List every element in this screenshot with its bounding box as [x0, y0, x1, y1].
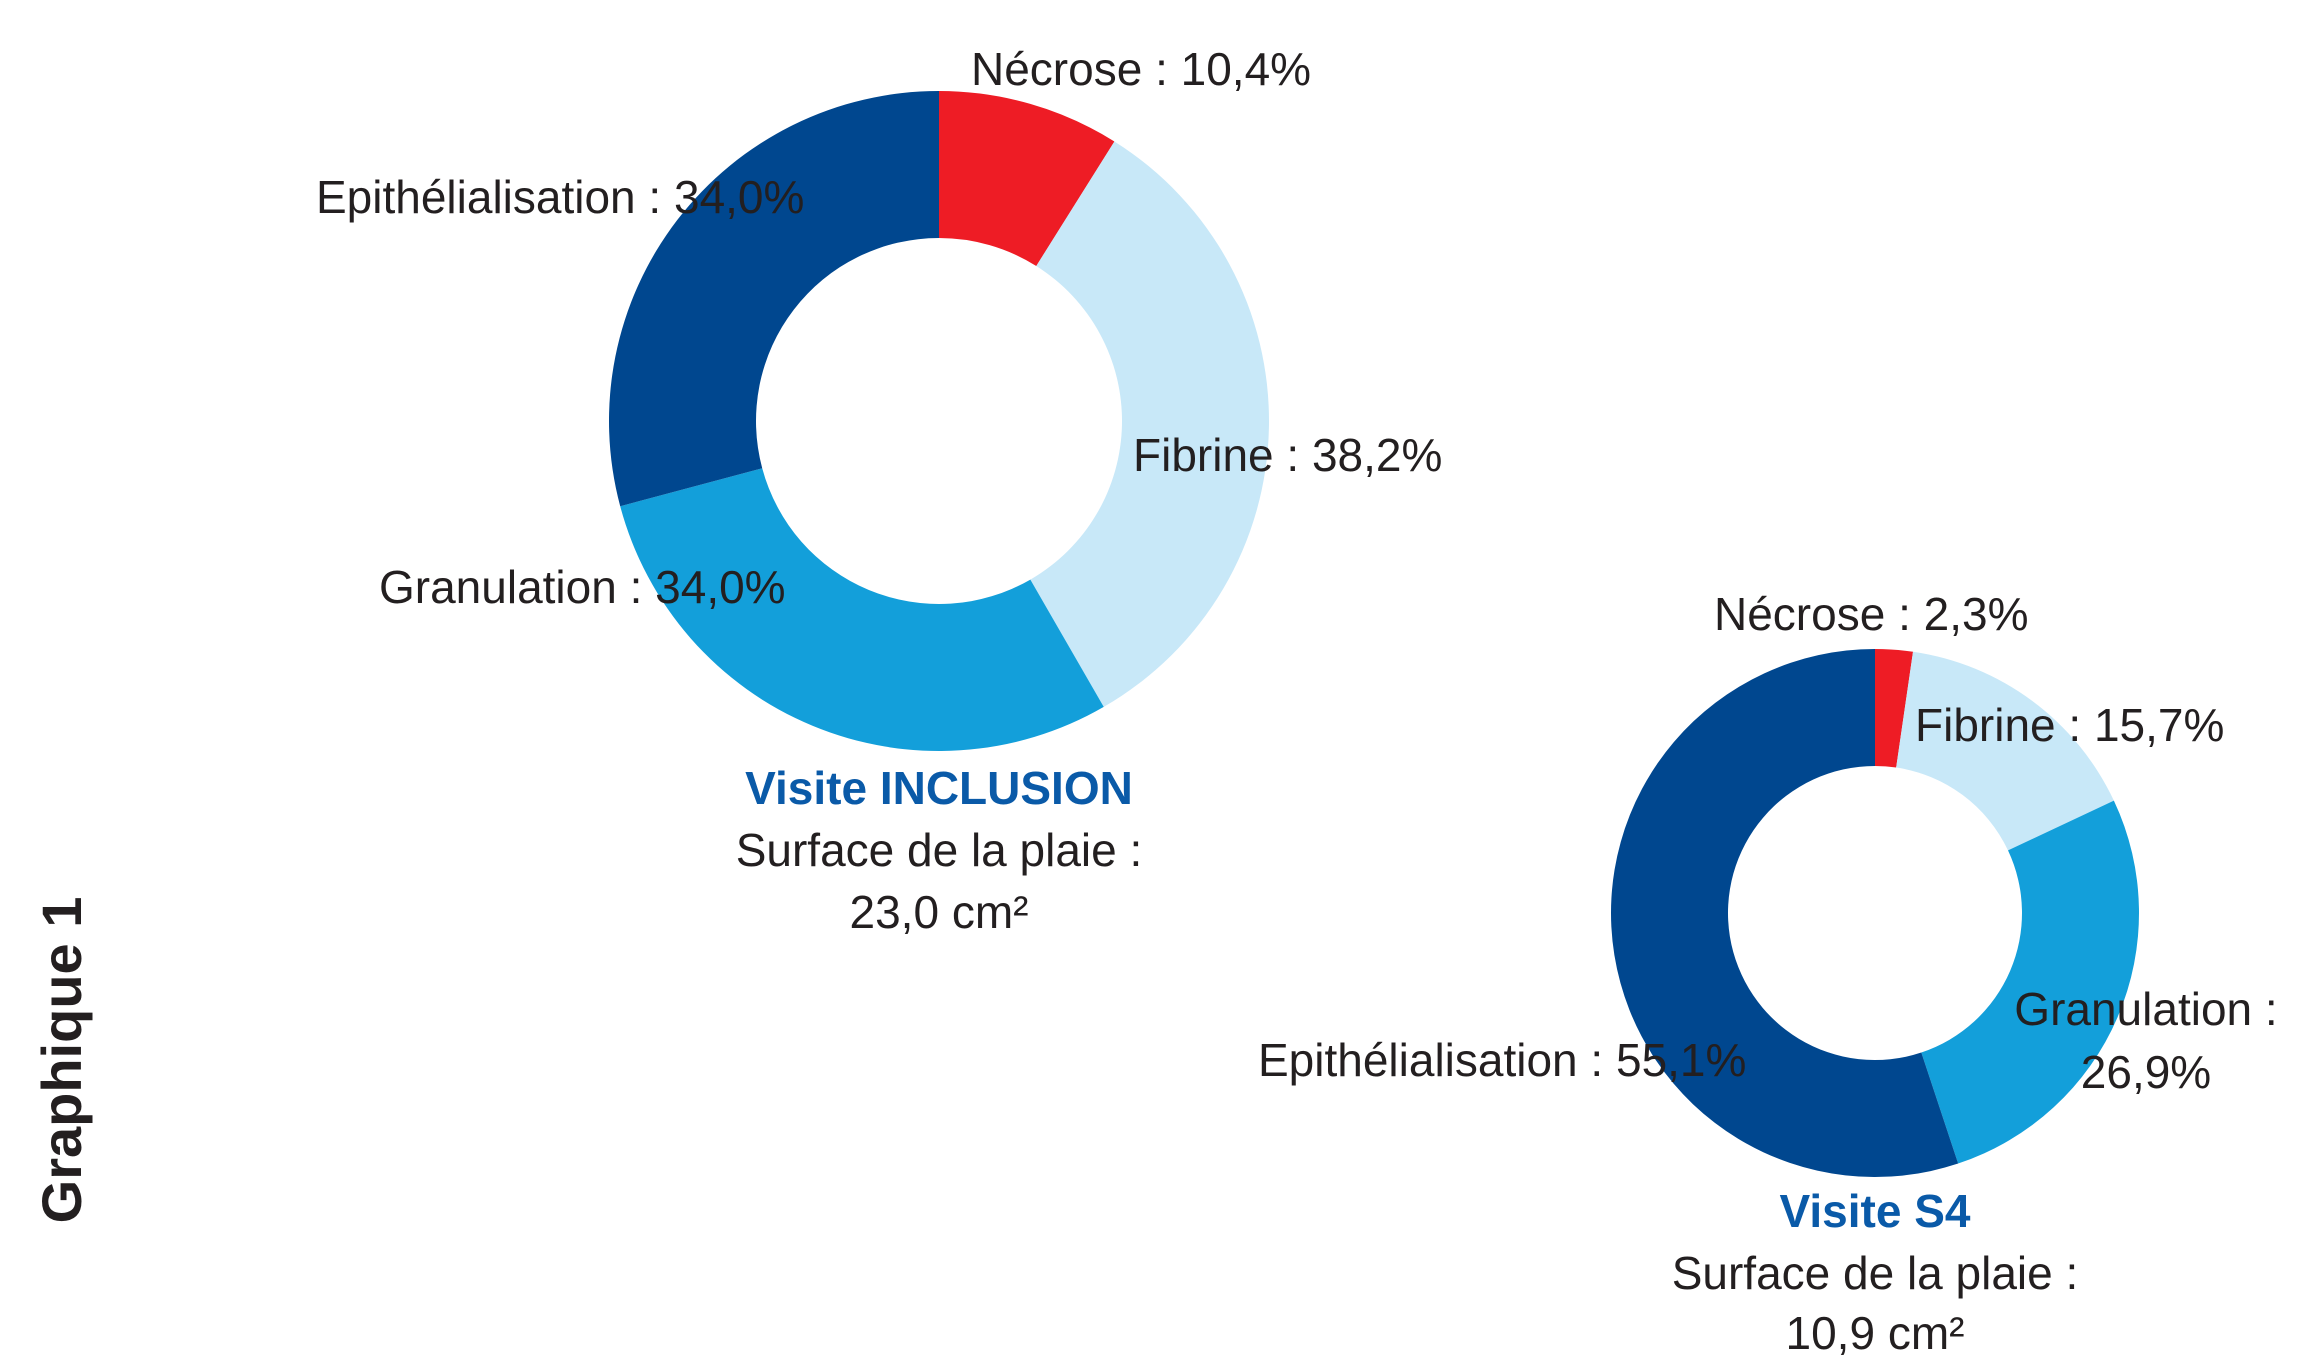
page-title: Graphique 1 [30, 897, 93, 1224]
chart-subtitle: Surface de la plaie : [736, 824, 1143, 876]
chart-title: Visite S4 [1780, 1185, 1971, 1237]
chart-subtitle: 10,9 cm² [1786, 1307, 1965, 1359]
donut-slice [609, 91, 939, 507]
slice-label: Fibrine : 15,7% [1915, 699, 2224, 751]
donut-slice [1030, 141, 1269, 707]
donut-slice [939, 91, 1115, 266]
donut-slice [1921, 800, 2139, 1164]
slice-label: Fibrine : 38,2% [1133, 429, 1442, 481]
slice-label: Granulation : 34,0% [379, 561, 786, 613]
chart-subtitle: 23,0 cm² [850, 886, 1029, 938]
chart-subtitle: Surface de la plaie : [1672, 1247, 2079, 1299]
donut-slice [1875, 649, 1914, 768]
slice-label: Epithélialisation : 34,0% [316, 171, 804, 223]
slice-label: Granulation : [2014, 983, 2277, 1035]
donut-slice [1611, 649, 1959, 1177]
donut-slice [620, 468, 1104, 751]
chart-title: Visite INCLUSION [745, 762, 1133, 814]
slice-label: Epithélialisation : 55,1% [1258, 1034, 1746, 1086]
slice-label: 26,9% [2081, 1046, 2211, 1098]
slice-label: Nécrose : 2,3% [1714, 588, 2028, 640]
slice-label: Nécrose : 10,4% [971, 43, 1311, 95]
donut-slice [1896, 651, 2114, 851]
